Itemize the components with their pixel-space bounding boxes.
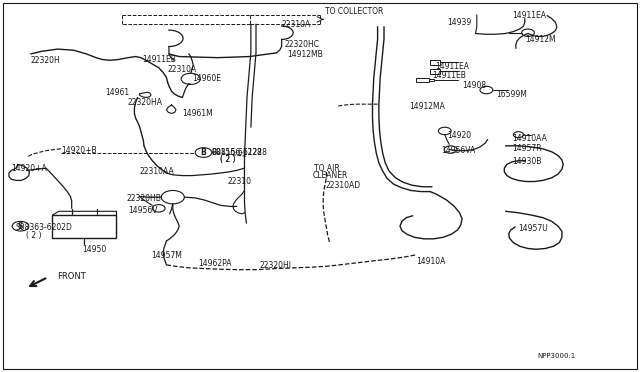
Text: S08363-6202D: S08363-6202D [16,223,73,232]
Text: 14910A: 14910A [416,257,445,266]
Text: 14910AA: 14910AA [512,134,547,143]
Text: 14956V: 14956V [128,206,157,215]
Text: 14911EA: 14911EA [435,62,469,71]
Text: 22310AA: 22310AA [140,167,174,176]
Text: 14920: 14920 [447,131,471,140]
Text: ( 2 ): ( 2 ) [220,155,236,164]
Bar [52,215,116,238]
Text: 22310A: 22310A [282,20,311,29]
Text: 14911EA: 14911EA [512,11,546,20]
Text: 14911EB: 14911EB [432,71,466,80]
Text: 14962PA: 14962PA [198,259,232,268]
Circle shape [12,221,29,231]
Text: NPP3000.1: NPP3000.1 [538,353,576,359]
Text: S: S [18,222,23,231]
Text: 14956VA: 14956VA [442,146,476,155]
Bar [429,79,434,81]
Text: 14912MA: 14912MA [410,102,445,110]
Text: 08156-61228: 08156-61228 [211,148,262,157]
Text: 14920+A: 14920+A [12,164,47,173]
Text: TO COLLECTOR: TO COLLECTOR [325,7,383,16]
Circle shape [195,148,212,157]
Text: 22320HI: 22320HI [260,262,292,270]
Text: 14939: 14939 [447,18,471,27]
Text: 16599M: 16599M [496,90,527,99]
Text: 14961: 14961 [106,88,130,97]
Text: 22310AD: 22310AD [325,181,360,190]
Text: 14920+B: 14920+B [61,146,97,155]
Text: 22320HC: 22320HC [285,40,320,49]
Text: B08156-61228: B08156-61228 [211,148,267,157]
Text: ( 2 ): ( 2 ) [26,231,41,240]
Text: 14911EB: 14911EB [142,55,176,64]
Text: ( 2 ): ( 2 ) [220,155,236,164]
Text: 14930B: 14930B [512,157,541,166]
Text: 22320H: 22320H [31,56,60,65]
Text: 14957U: 14957U [518,224,548,233]
Bar [430,69,440,74]
Text: 14950: 14950 [82,246,106,254]
Text: CLEANER: CLEANER [312,171,348,180]
Text: 14957R: 14957R [512,144,541,153]
Text: FRONT: FRONT [58,272,86,280]
Text: 14908: 14908 [462,81,486,90]
Text: 14961M: 14961M [182,109,212,118]
Bar [416,78,429,82]
Text: 22310A: 22310A [168,65,197,74]
Text: 14960E: 14960E [192,74,221,83]
Text: 14912M: 14912M [525,35,556,44]
Text: 22320HA: 22320HA [128,98,163,107]
Text: 22310: 22310 [227,177,251,186]
Text: 14957M: 14957M [151,251,182,260]
Text: B: B [201,148,206,157]
Text: 22320HB: 22320HB [127,194,161,203]
Text: 14912MB: 14912MB [287,50,323,59]
Bar [430,60,440,65]
Text: TO AIR: TO AIR [314,164,339,173]
